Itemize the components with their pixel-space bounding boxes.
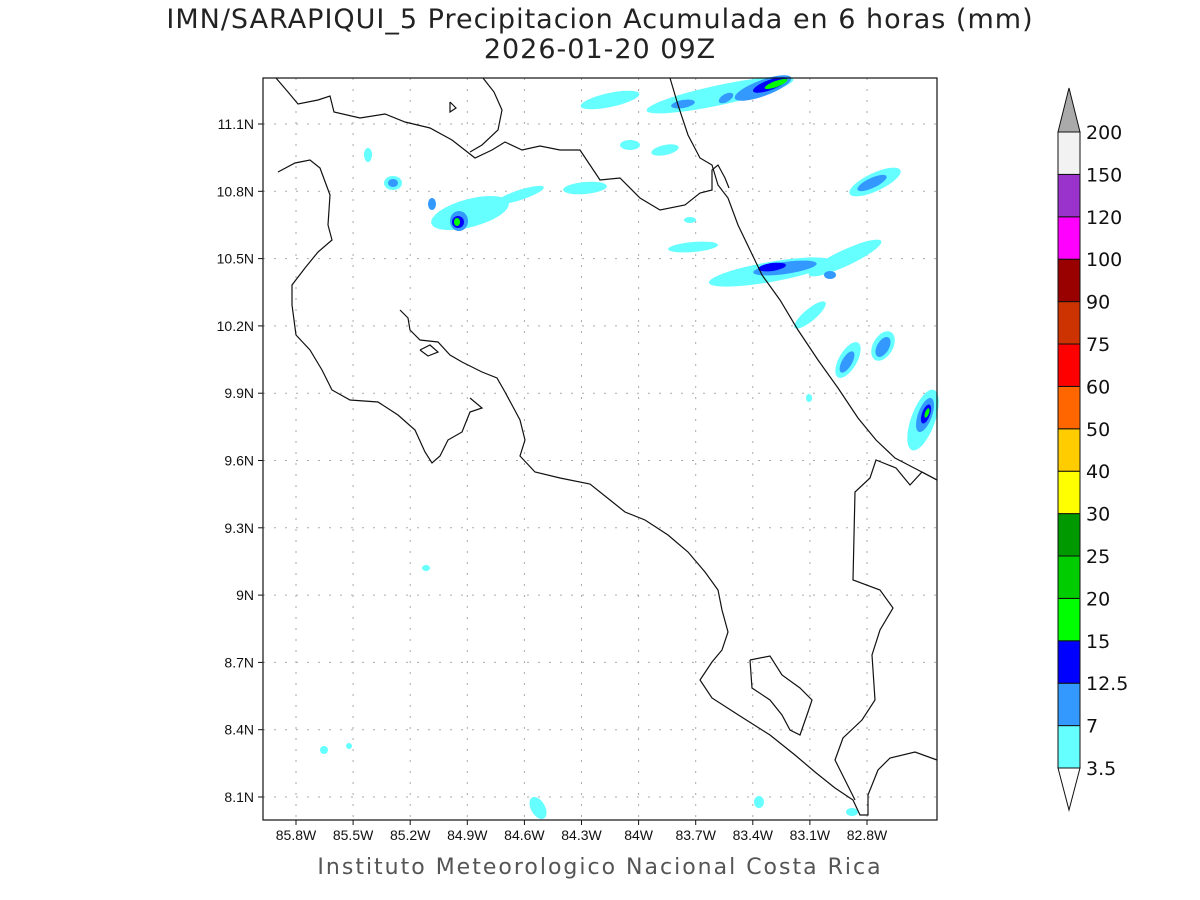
longitude-ticks: 85.8W 85.5W 85.2W 84.9W 84.6W 84.3W 84W 83.7W 83… xyxy=(276,820,888,843)
lon-tick-label: 84.3W xyxy=(561,827,602,843)
lat-tick-label: 9N xyxy=(236,587,254,603)
colorbar-label: 30 xyxy=(1086,504,1110,526)
colorbar-swatch xyxy=(1057,513,1081,557)
colorbar-swatch xyxy=(1057,428,1081,472)
colorbar-label: 200 xyxy=(1086,122,1122,144)
lat-tick-label: 9.3N xyxy=(224,520,254,536)
coastlines xyxy=(275,77,938,816)
colorbar-swatch xyxy=(1057,385,1081,430)
colorbar-label: 15 xyxy=(1086,631,1110,653)
lat-tick-label: 8.7N xyxy=(224,654,254,670)
lat-tick-label: 10.2N xyxy=(217,318,254,334)
colorbar-label: 120 xyxy=(1086,207,1122,229)
lat-tick-label: 9.9N xyxy=(224,385,254,401)
colorbar-label: 7 xyxy=(1086,716,1098,738)
colorbar-under-triangle xyxy=(1057,767,1081,812)
lon-tick-label: 84.9W xyxy=(447,827,488,843)
colorbar-label: 150 xyxy=(1086,164,1122,186)
lon-tick-label: 85.5W xyxy=(333,827,374,843)
colorbar-label: 100 xyxy=(1086,249,1122,271)
lat-tick-label: 8.4N xyxy=(224,722,254,738)
colorbar-swatch xyxy=(1057,597,1081,642)
colorbar-swatch xyxy=(1057,343,1081,387)
colorbar: 3.5 7 12.5 15 20 25 30 40 50 60 75 90 100 120 150 200 xyxy=(1057,87,1128,812)
colorbar-swatch xyxy=(1057,216,1081,260)
lon-tick-label: 82.8W xyxy=(847,827,888,843)
precip-band-15 xyxy=(454,79,930,418)
colorbar-label: 90 xyxy=(1086,292,1110,314)
colorbar-label: 60 xyxy=(1086,376,1110,398)
colorbar-swatch xyxy=(1057,470,1081,515)
colorbar-label: 25 xyxy=(1086,546,1110,568)
lat-tick-label: 10.5N xyxy=(217,251,254,267)
colorbar-swatch xyxy=(1057,682,1081,727)
colorbar-swatch xyxy=(1057,555,1081,599)
colorbar-label: 3.5 xyxy=(1086,758,1116,780)
lon-tick-label: 83.1W xyxy=(790,827,831,843)
footer-credit: Instituto Meteorologico Nacional Costa R… xyxy=(317,855,883,880)
colorbar-label: 40 xyxy=(1086,461,1110,483)
lon-tick-label: 83.4W xyxy=(733,827,774,843)
lon-tick-label: 84W xyxy=(624,827,654,843)
map-title: IMN/SARAPIQUI_5 Precipitacion Acumulada … xyxy=(166,4,1034,35)
precipitation-contours xyxy=(320,75,939,819)
colorbar-label: 50 xyxy=(1086,419,1110,441)
colorbar-over-triangle xyxy=(1057,87,1081,133)
lon-tick-label: 85.8W xyxy=(276,827,317,843)
lat-tick-label: 8.1N xyxy=(224,789,254,805)
precip-band-3-5 xyxy=(320,76,939,819)
colorbar-label: 20 xyxy=(1086,588,1110,610)
lat-tick-label: 10.8N xyxy=(217,183,254,199)
colorbar-swatch xyxy=(1057,258,1081,303)
lon-tick-label: 83.7W xyxy=(675,827,716,843)
map-frame xyxy=(262,77,938,821)
colorbar-swatch xyxy=(1057,640,1081,684)
map-subtitle: 2026-01-20 09Z xyxy=(483,34,717,65)
latitude-ticks: 11.1N 10.8N 10.5N 10.2N 9.9N 9.6N 9.3N 9N 8.7N 8.… xyxy=(217,116,263,805)
colorbar-swatch xyxy=(1057,301,1081,345)
lat-tick-label: 9.6N xyxy=(224,453,254,469)
lon-tick-label: 84.6W xyxy=(504,827,545,843)
colorbar-label: 75 xyxy=(1086,334,1110,356)
lon-tick-label: 85.2W xyxy=(390,827,431,843)
colorbar-label: 12.5 xyxy=(1086,673,1128,695)
lat-tick-label: 11.1N xyxy=(218,116,254,132)
colorbar-swatch xyxy=(1057,173,1081,218)
colorbar-swatch xyxy=(1057,131,1081,175)
colorbar-swatch xyxy=(1057,725,1081,769)
